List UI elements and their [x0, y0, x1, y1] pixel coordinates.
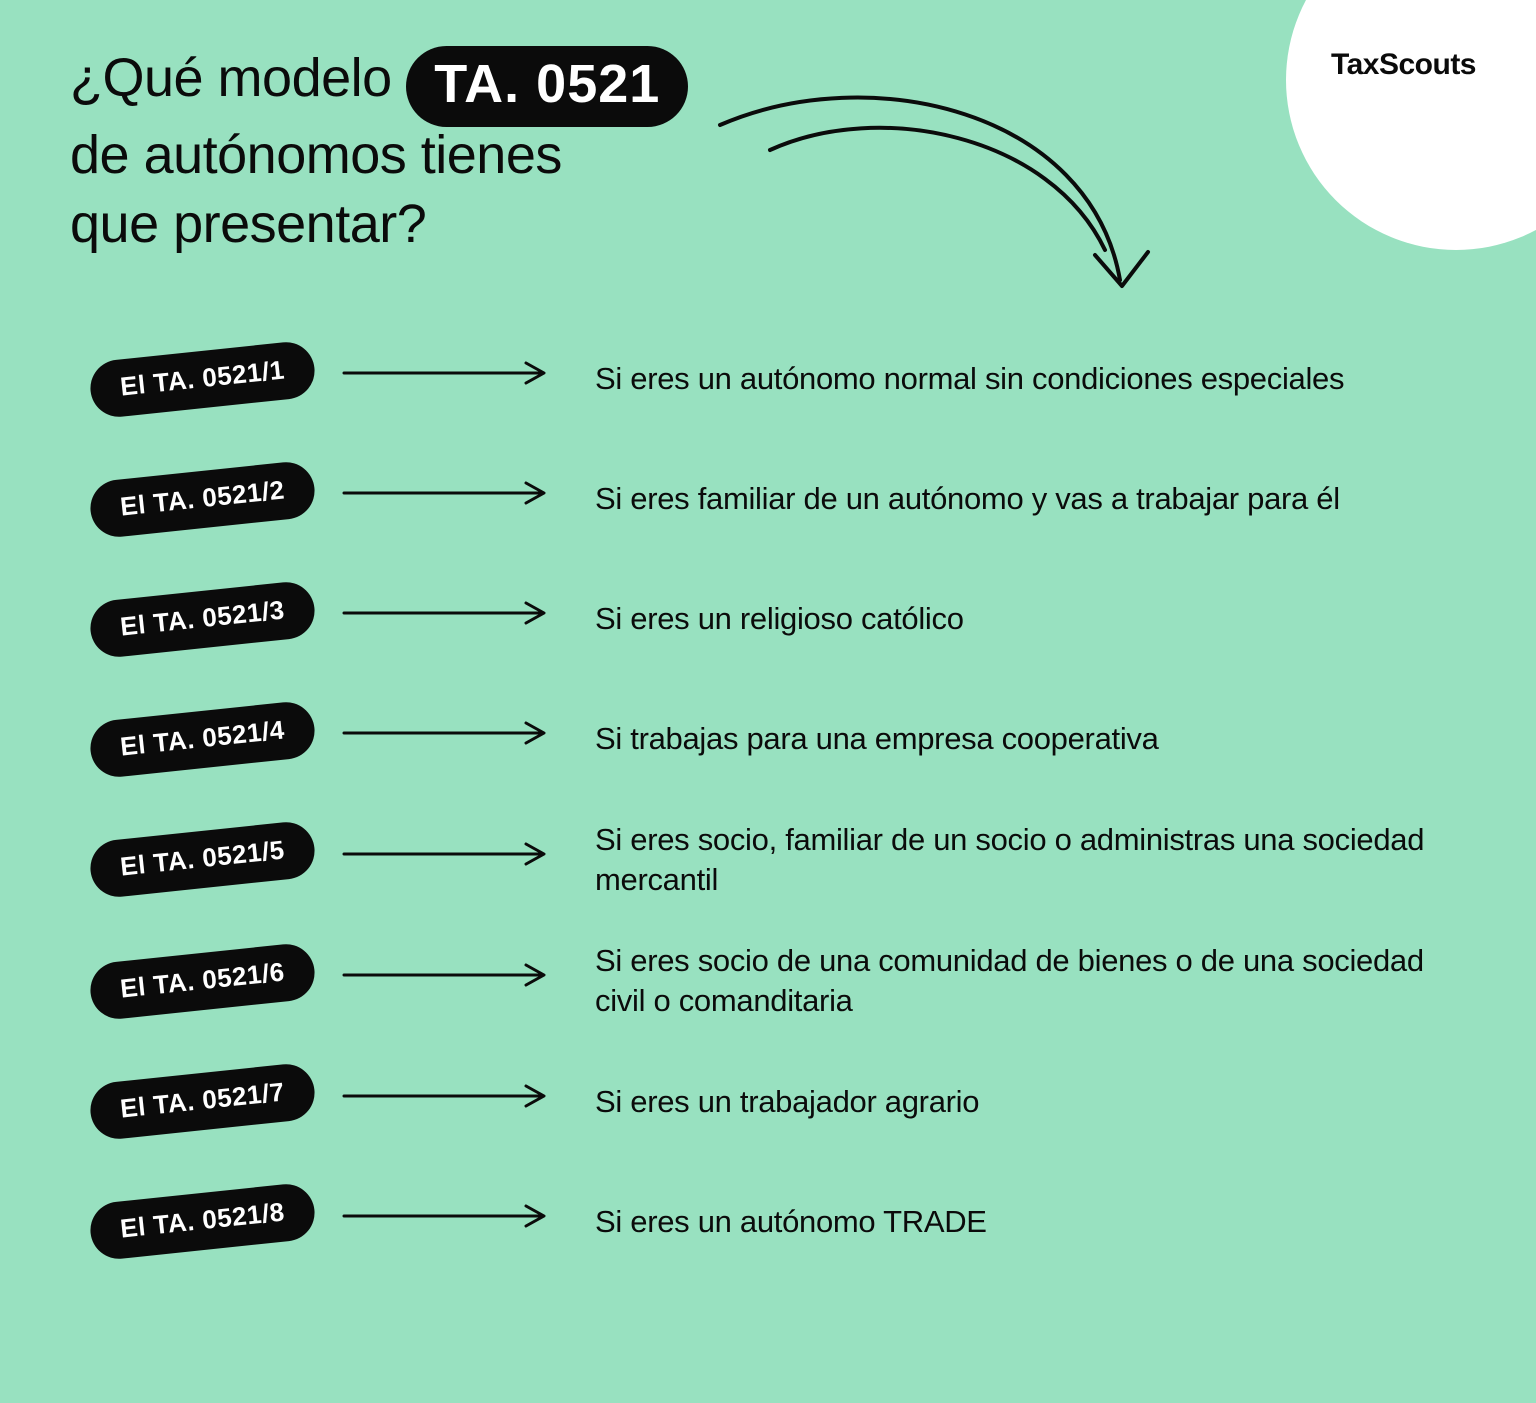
model-badge: El TA. 0521/2: [88, 459, 318, 539]
model-badge: El TA. 0521/8: [88, 1182, 318, 1262]
arrow-icon: [335, 721, 565, 745]
arrow-icon: [335, 481, 565, 505]
item-description: Si eres socio de una comunidad de bienes…: [595, 941, 1476, 1020]
model-badge: El TA. 0521/1: [88, 339, 318, 419]
model-badge: El TA. 0521/3: [88, 579, 318, 659]
item-description: Si eres un trabajador agrario: [595, 1082, 1476, 1122]
model-badge: El TA. 0521/4: [88, 699, 318, 779]
item-row: El TA. 0521/3 Si eres un religioso católi…: [90, 580, 1476, 658]
brand-logo: TaxScouts: [1331, 48, 1476, 82]
curved-arrow-icon: [690, 70, 1190, 330]
model-badge: El TA. 0521/7: [88, 1062, 318, 1142]
item-description: Si eres un autónomo TRADE: [595, 1202, 1476, 1242]
title-block: ¿Qué modelo TA. 0521 de autónomos tienes…: [70, 40, 770, 259]
item-description: Si eres un religioso católico: [595, 599, 1476, 639]
arrow-icon: [335, 1084, 565, 1108]
arrow-icon: [335, 842, 565, 866]
item-description: Si eres socio, familiar de un socio o ad…: [595, 820, 1476, 899]
title-line-3: que presentar?: [70, 190, 770, 259]
infographic-canvas: TaxScouts ¿Qué modelo TA. 0521 de autóno…: [0, 0, 1536, 1403]
item-row: El TA. 0521/1 Si eres un autónomo normal …: [90, 340, 1476, 418]
title-line-2: de autónomos tienes: [70, 121, 770, 190]
title-highlight-pill: TA. 0521: [406, 46, 688, 127]
item-description: Si eres familiar de un autónomo y vas a …: [595, 479, 1476, 519]
item-row: El TA. 0521/6 Si eres socio de una comuni…: [90, 941, 1476, 1020]
arrow-icon: [335, 963, 565, 987]
arrow-icon: [335, 361, 565, 385]
arrow-icon: [335, 1204, 565, 1228]
item-row: El TA. 0521/5 Si eres socio, familiar de …: [90, 820, 1476, 899]
arrow-icon: [335, 601, 565, 625]
model-badge: El TA. 0521/5: [88, 820, 318, 900]
item-description: Si eres un autónomo normal sin condicion…: [595, 359, 1476, 399]
item-row: El TA. 0521/2 Si eres familiar de un autó…: [90, 460, 1476, 538]
model-badge: El TA. 0521/6: [88, 941, 318, 1021]
item-row: El TA. 0521/7 Si eres un trabajador agrar…: [90, 1063, 1476, 1141]
items-list: El TA. 0521/1 Si eres un autónomo normal …: [90, 340, 1476, 1303]
title-line-1: ¿Qué modelo TA. 0521: [70, 40, 770, 121]
item-row: El TA. 0521/8 Si eres un autónomo TRADE: [90, 1183, 1476, 1261]
corner-badge: [1286, 0, 1536, 250]
title-prefix: ¿Qué modelo: [70, 48, 392, 108]
item-row: El TA. 0521/4 Si trabajas para una empres…: [90, 700, 1476, 778]
item-description: Si trabajas para una empresa cooperativa: [595, 719, 1476, 759]
